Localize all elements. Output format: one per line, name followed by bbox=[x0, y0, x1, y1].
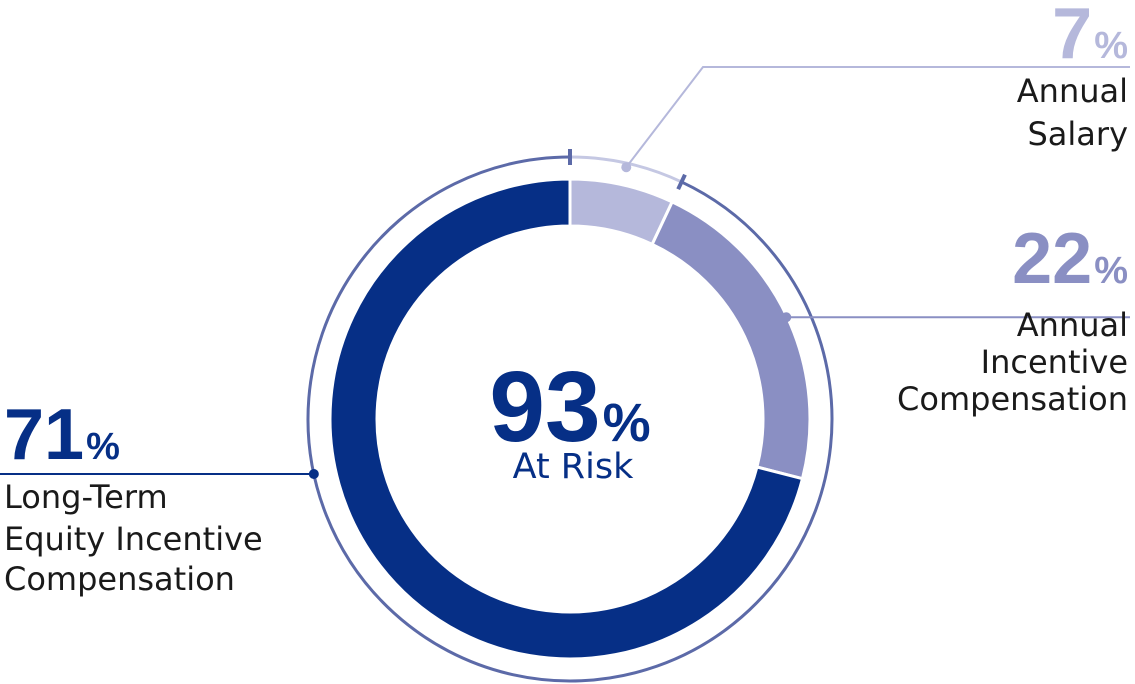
slice-label-line: Compensation bbox=[4, 560, 235, 598]
slice-label-line: Annual bbox=[1017, 306, 1128, 344]
slice-label-annual-salary-percent: 7% bbox=[1052, 0, 1128, 74]
center-value: 93 bbox=[489, 351, 600, 463]
data-label-value: 71 bbox=[4, 395, 84, 475]
center-percent: 93% bbox=[489, 351, 650, 463]
data-label-value: 7 bbox=[1052, 0, 1092, 74]
donut-slices bbox=[328, 177, 812, 661]
at-risk-ring-arc bbox=[306, 155, 834, 683]
slice-label-line: Equity Incentive bbox=[4, 520, 263, 558]
slice-label-line: Annual bbox=[1017, 72, 1128, 110]
data-label-value: 22 bbox=[1012, 219, 1092, 299]
slice-label-long-term-equity-percent: 71% bbox=[4, 395, 120, 475]
slice-label-line: Salary bbox=[1027, 115, 1128, 153]
center-percent-symbol: % bbox=[603, 393, 651, 453]
slice-label-line: Long-Term bbox=[4, 478, 168, 516]
slice-label-line: Incentive bbox=[981, 343, 1128, 381]
ring-tick-split bbox=[676, 173, 687, 191]
data-label-percent-symbol: % bbox=[86, 426, 120, 468]
slice-long-term-equity bbox=[328, 177, 805, 661]
slice-annual-incentive bbox=[650, 199, 812, 481]
leader-lines bbox=[0, 66, 1130, 479]
leader-line bbox=[625, 66, 1130, 168]
data-label-percent-symbol: % bbox=[1094, 25, 1128, 67]
center-label: At Risk bbox=[513, 447, 634, 487]
data-label-percent-symbol: % bbox=[1094, 250, 1128, 292]
slice-label-line: Compensation bbox=[897, 380, 1128, 418]
slice-label-annual-incentive-percent: 22% bbox=[1012, 219, 1128, 299]
